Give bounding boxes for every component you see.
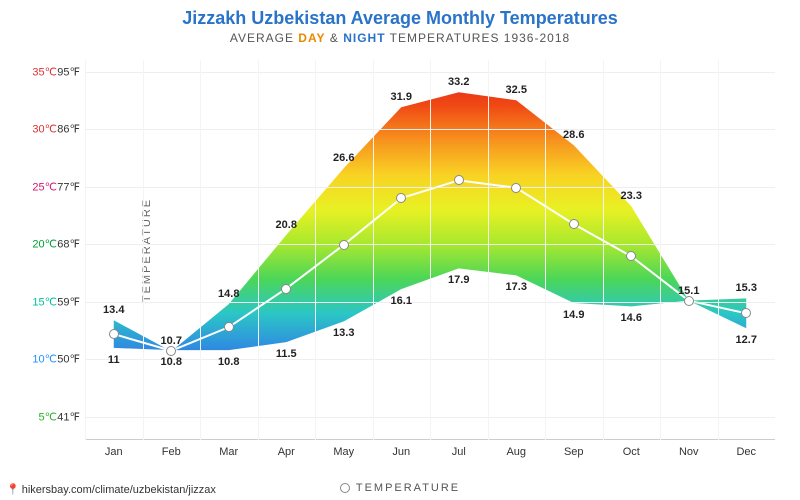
subtitle-prefix: AVERAGE (230, 31, 298, 45)
temperature-marker (684, 296, 694, 306)
y-tick-fahrenheit: 77℉ (57, 180, 80, 193)
y-tick-celsius: 10℃ (32, 353, 57, 366)
x-tick-month: Aug (506, 446, 526, 458)
subtitle-suffix: TEMPERATURES 1936-2018 (386, 31, 571, 45)
temperature-marker (569, 219, 579, 229)
y-tick-celsius: 30℃ (32, 123, 57, 136)
chart-title: Jizzakh Uzbekistan Average Monthly Tempe… (0, 0, 800, 29)
x-tick-month: Nov (679, 446, 699, 458)
temperature-marker (109, 329, 119, 339)
temperature-marker (454, 175, 464, 185)
vgridline (718, 60, 719, 440)
vgridline (200, 60, 201, 440)
y-tick-fahrenheit: 59℉ (57, 295, 80, 308)
x-tick-month: Feb (162, 446, 181, 458)
x-tick-month: Jun (392, 446, 410, 458)
temperature-marker (224, 322, 234, 332)
subtitle-amp: & (326, 31, 344, 45)
y-tick-fahrenheit: 95℉ (57, 65, 80, 78)
vgridline (603, 60, 604, 440)
temperature-marker (511, 183, 521, 193)
subtitle-day: DAY (298, 31, 325, 45)
chart-container: Jizzakh Uzbekistan Average Monthly Tempe… (0, 0, 800, 500)
x-tick-month: Oct (623, 446, 640, 458)
x-tick-month: Jul (452, 446, 466, 458)
vgridline (258, 60, 259, 440)
x-tick-month: Sep (564, 446, 584, 458)
vgridline (488, 60, 489, 440)
footer-url-text: hikersbay.com/climate/uzbekistan/jizzax (22, 484, 216, 496)
legend-marker (340, 483, 350, 493)
y-tick-fahrenheit: 50℉ (57, 353, 80, 366)
vgridline (143, 60, 144, 440)
temperature-marker (339, 240, 349, 250)
vgridline (315, 60, 316, 440)
pin-icon: 📍 (6, 484, 20, 496)
legend-label: TEMPERATURE (356, 482, 460, 494)
vgridline (430, 60, 431, 440)
y-tick-celsius: 20℃ (32, 238, 57, 251)
vgridline (85, 60, 86, 440)
x-tick-month: Jan (105, 446, 123, 458)
temperature-marker (741, 308, 751, 318)
x-tick-month: May (333, 446, 354, 458)
y-tick-celsius: 15℃ (32, 295, 57, 308)
y-tick-fahrenheit: 41℉ (57, 410, 80, 423)
vgridline (545, 60, 546, 440)
x-tick-month: Apr (278, 446, 295, 458)
temperature-marker (281, 284, 291, 294)
y-tick-celsius: 25℃ (32, 180, 57, 193)
y-tick-celsius: 35℃ (32, 65, 57, 78)
vgridline (660, 60, 661, 440)
y-tick-fahrenheit: 68℉ (57, 238, 80, 251)
footer-url: 📍hikersbay.com/climate/uzbekistan/jizzax (6, 483, 216, 496)
temperature-marker (396, 193, 406, 203)
vgridline (373, 60, 374, 440)
subtitle-night: NIGHT (343, 31, 385, 45)
y-tick-celsius: 5℃ (39, 410, 57, 423)
temperature-marker (166, 346, 176, 356)
plot-area: TEMPERATURE 5℃41℉10℃50℉15℃59℉20℃68℉25℃77… (85, 60, 775, 440)
x-tick-month: Dec (736, 446, 756, 458)
temperature-marker (626, 251, 636, 261)
chart-subtitle: AVERAGE DAY & NIGHT TEMPERATURES 1936-20… (0, 29, 800, 45)
y-tick-fahrenheit: 86℉ (57, 123, 80, 136)
x-tick-month: Mar (219, 446, 238, 458)
